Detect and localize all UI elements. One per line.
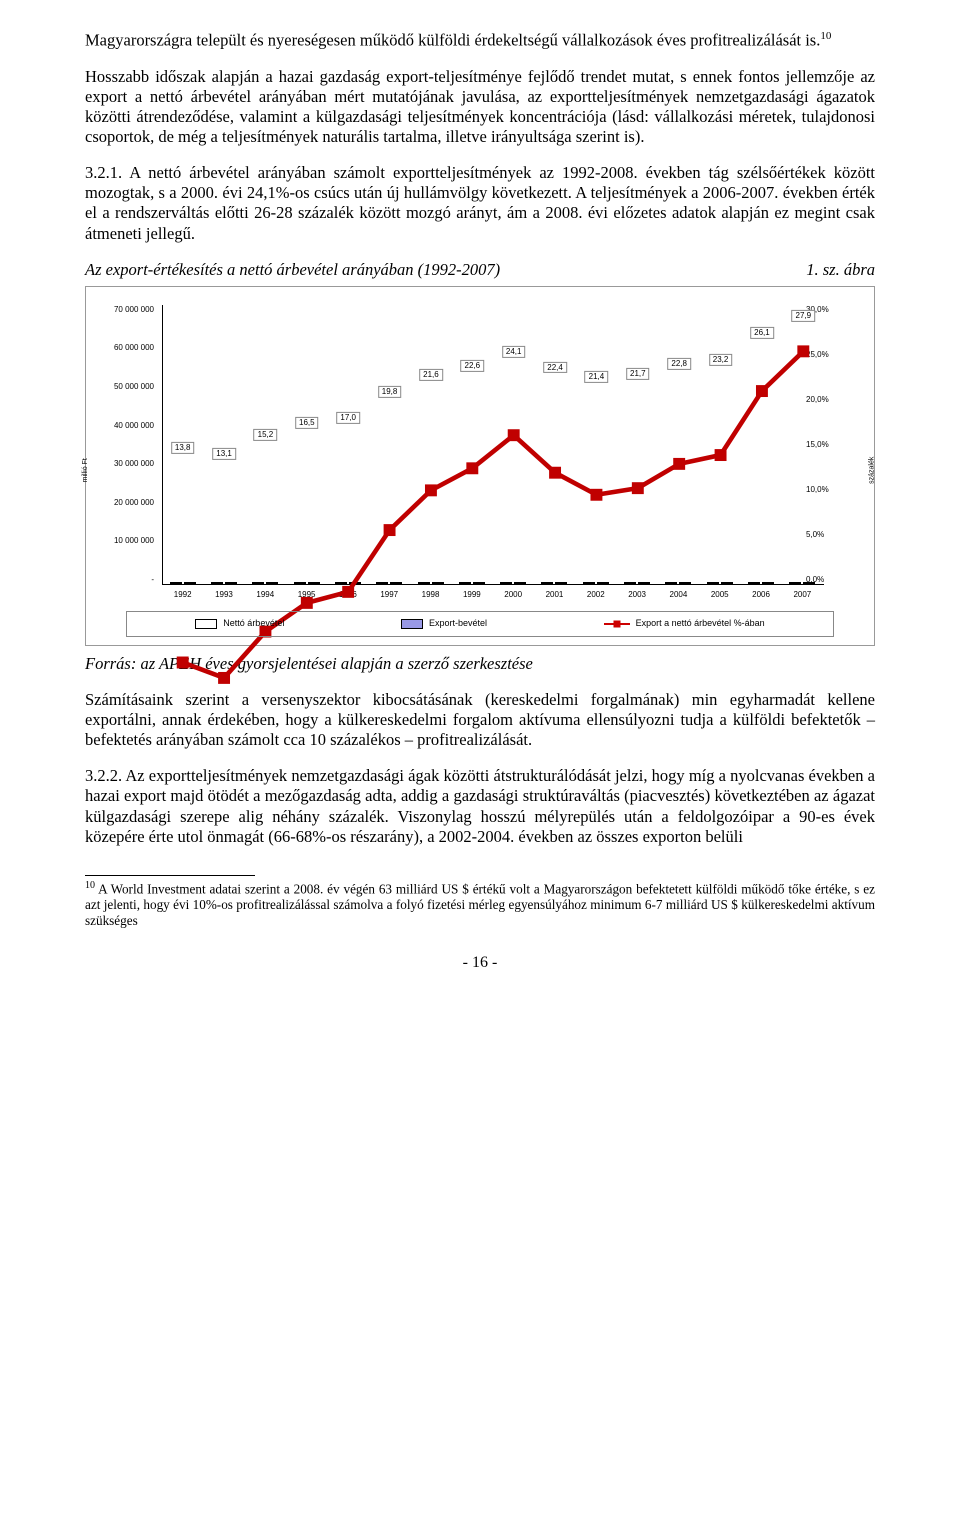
legend-swatch-white	[195, 619, 217, 629]
legend-percent: Export a nettó árbevétel %-ában	[604, 618, 765, 629]
footnote-number: 10	[85, 880, 95, 891]
legend-export: Export-bevétel	[401, 618, 487, 629]
y-left-title: millió Ft	[82, 458, 91, 482]
y-right-title: százalék	[868, 456, 877, 483]
legend-label-export: Export-bevétel	[429, 618, 487, 629]
chart-legend: Nettó árbevétel Export-bevétel Export a …	[126, 611, 834, 637]
footnote-ref-10: 10	[820, 30, 831, 42]
y-left-ticks: 70 000 00060 000 00050 000 00040 000 000…	[94, 305, 154, 585]
paragraph-2: Hosszabb időszak alapján a hazai gazdasá…	[85, 67, 875, 148]
legend-label-netto: Nettó árbevétel	[223, 618, 284, 629]
chart-container: millió Ft százalék 70 000 00060 000 0005…	[85, 286, 875, 646]
legend-label-percent: Export a nettó árbevétel %-ában	[636, 618, 765, 629]
figure-label: 1. sz. ábra	[806, 260, 875, 280]
legend-swatch-purple	[401, 619, 423, 629]
paragraph-1: Magyarországra települt és nyereségesen …	[85, 30, 875, 51]
chart-title: Az export-értékesítés a nettó árbevétel …	[85, 260, 500, 280]
legend-netto: Nettó árbevétel	[195, 618, 284, 629]
paragraph-3: 3.2.1. A nettó árbevétel arányában számo…	[85, 163, 875, 244]
paragraph-1-text: Magyarországra települt és nyereségesen …	[85, 31, 820, 50]
legend-line-marker	[604, 623, 630, 625]
plot-area: 1992199319941995199619971998199920002001…	[162, 305, 824, 585]
